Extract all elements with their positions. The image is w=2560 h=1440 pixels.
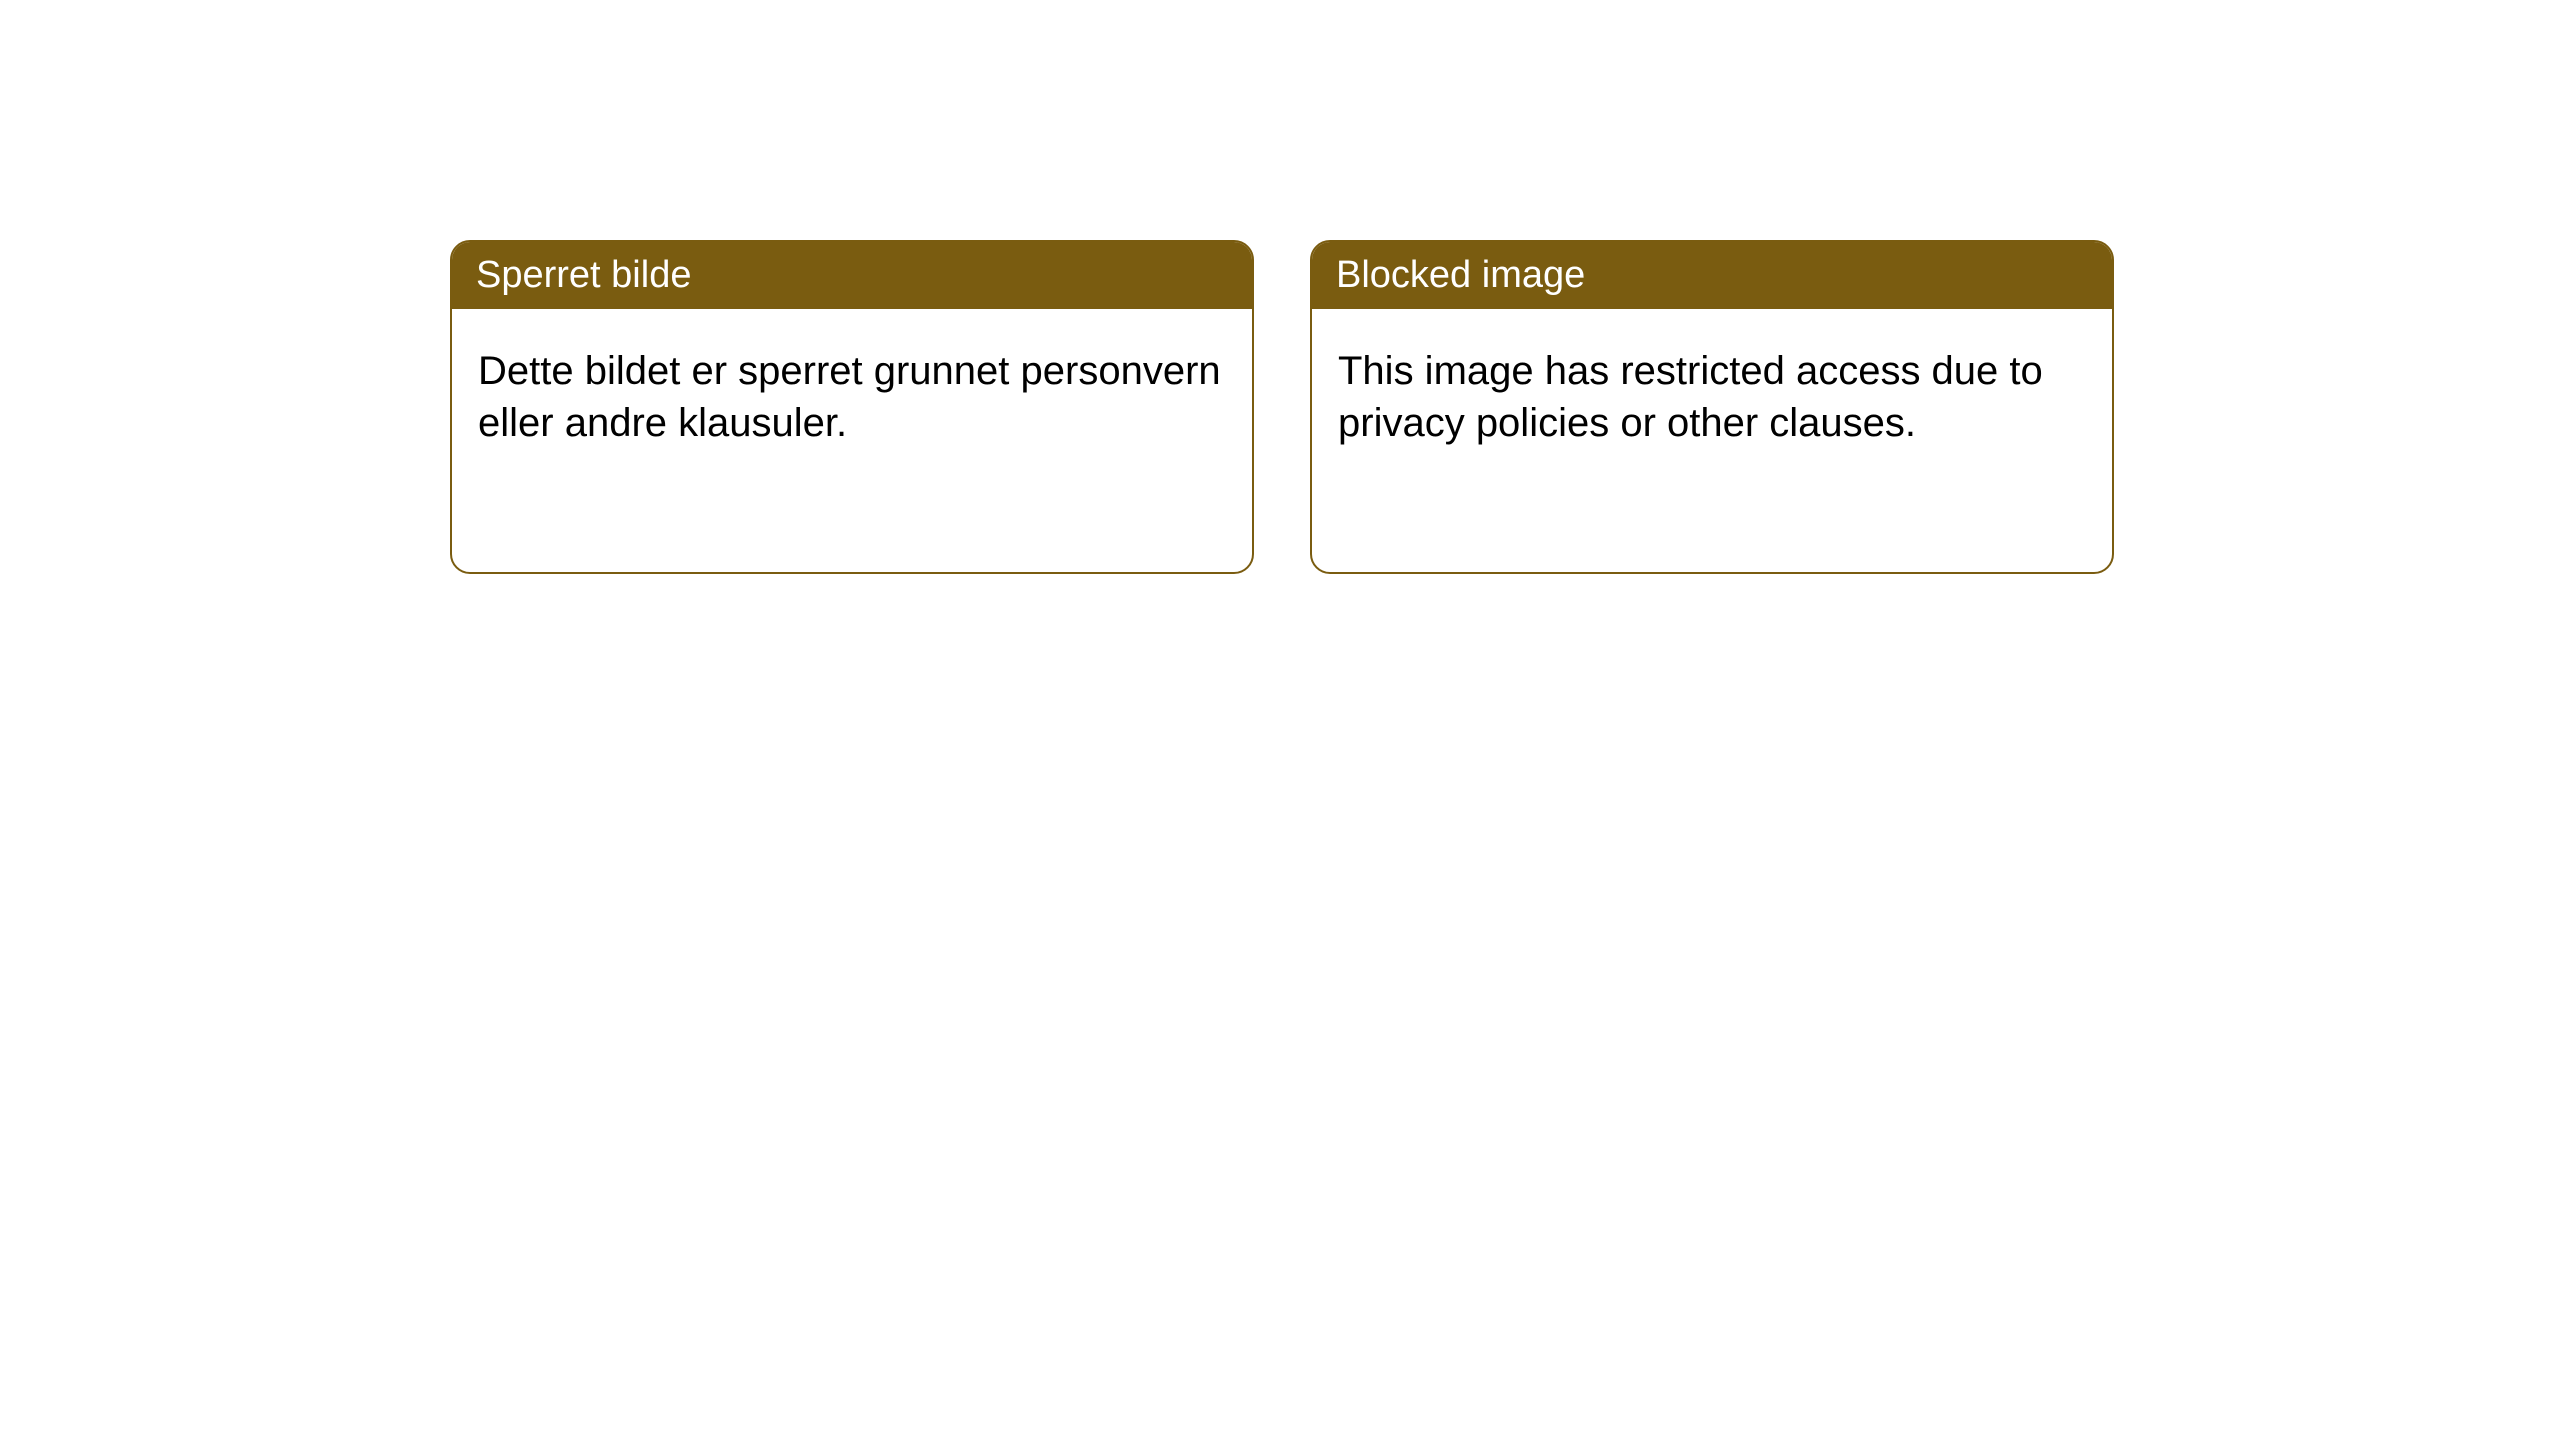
notice-card-body: Dette bildet er sperret grunnet personve…	[452, 309, 1252, 485]
notice-card-container: Sperret bilde Dette bildet er sperret gr…	[450, 240, 2114, 574]
notice-card-title: Blocked image	[1312, 242, 2112, 309]
notice-card-norwegian: Sperret bilde Dette bildet er sperret gr…	[450, 240, 1254, 574]
notice-card-english: Blocked image This image has restricted …	[1310, 240, 2114, 574]
notice-card-body: This image has restricted access due to …	[1312, 309, 2112, 485]
notice-card-title: Sperret bilde	[452, 242, 1252, 309]
